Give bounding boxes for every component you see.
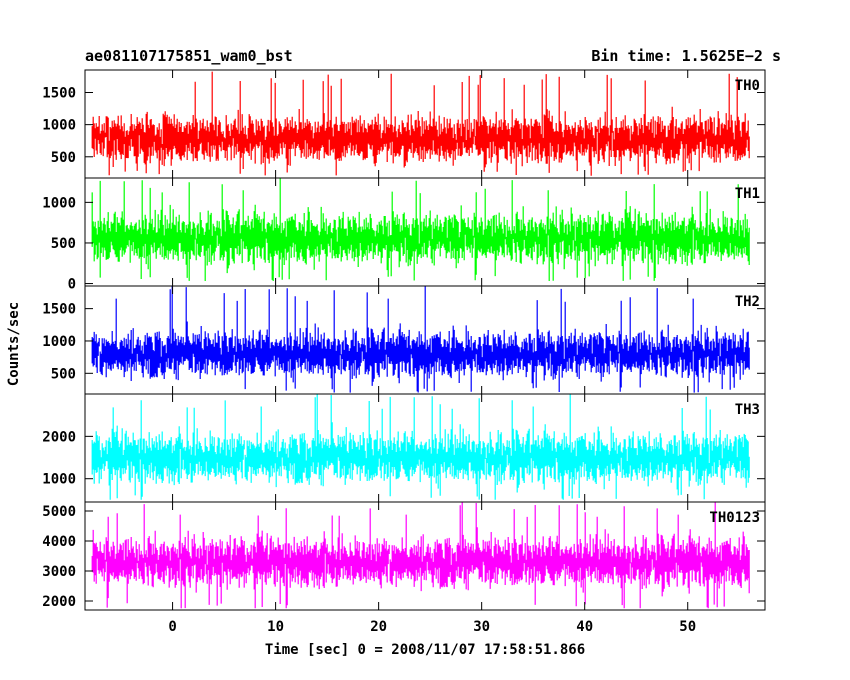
y-tick-label: 2000 — [42, 429, 76, 445]
y-tick-label: 1000 — [42, 118, 76, 134]
y-tick-label: 2000 — [42, 594, 76, 610]
y-tick-label: 1000 — [42, 472, 76, 488]
panel-label: TH2 — [735, 294, 760, 310]
y-tick-label: 500 — [51, 366, 76, 382]
x-axis: 0 10 20 30 40 50 — [168, 619, 696, 635]
y-tick-label: 0 — [68, 277, 76, 293]
y-tick-label: 500 — [51, 236, 76, 252]
series-th0 — [91, 71, 750, 176]
series-th1 — [91, 178, 750, 281]
x-tick-label: 30 — [473, 619, 490, 635]
x-axis-label: Time [sec] 0 = 2008/11/07 17:58:51.866 — [265, 642, 585, 658]
y-tick-label: 5000 — [42, 504, 76, 520]
panel-th1: 0 500 1000 TH1 — [42, 177, 766, 293]
panel-th0: 500 1000 1500 TH0 — [42, 69, 766, 179]
panel-label: TH0 — [735, 78, 760, 94]
series-th2 — [91, 286, 750, 393]
panel-label: TH3 — [735, 402, 760, 418]
panels-group: 500 1000 1500 TH0 0 500 1000 TH1 500 1000 1500 TH2 1… — [42, 69, 766, 611]
y-tick-label: 500 — [51, 150, 76, 166]
y-axis-label: Counts/sec — [6, 302, 22, 386]
panel-th2: 500 1000 1500 TH2 — [42, 285, 766, 395]
y-tick-label: 4000 — [42, 534, 76, 550]
x-tick-label: 40 — [576, 619, 593, 635]
panel-th3: 1000 2000 TH3 — [42, 393, 766, 503]
panel-label: TH1 — [735, 186, 760, 202]
y-tick-label: 1500 — [42, 302, 76, 318]
y-tick-label: 3000 — [42, 564, 76, 580]
y-tick-label: 1500 — [42, 86, 76, 102]
series-th0123 — [91, 502, 750, 609]
y-tick-label: 1000 — [42, 334, 76, 350]
x-tick-label: 0 — [168, 619, 176, 635]
chart-title-left: ae081107175851_wam0_bst — [85, 47, 293, 65]
x-tick-label: 50 — [679, 619, 696, 635]
x-tick-label: 10 — [267, 619, 284, 635]
panel-label: TH0123 — [709, 510, 760, 526]
panel-frame — [84, 501, 766, 611]
x-tick-label: 20 — [370, 619, 387, 635]
panel-th0123: 2000 3000 4000 5000 TH0123 — [42, 501, 766, 611]
chart-title-right: Bin time: 1.5625E−2 s — [591, 47, 781, 65]
series-th3 — [91, 394, 750, 500]
y-tick-label: 1000 — [42, 195, 76, 211]
